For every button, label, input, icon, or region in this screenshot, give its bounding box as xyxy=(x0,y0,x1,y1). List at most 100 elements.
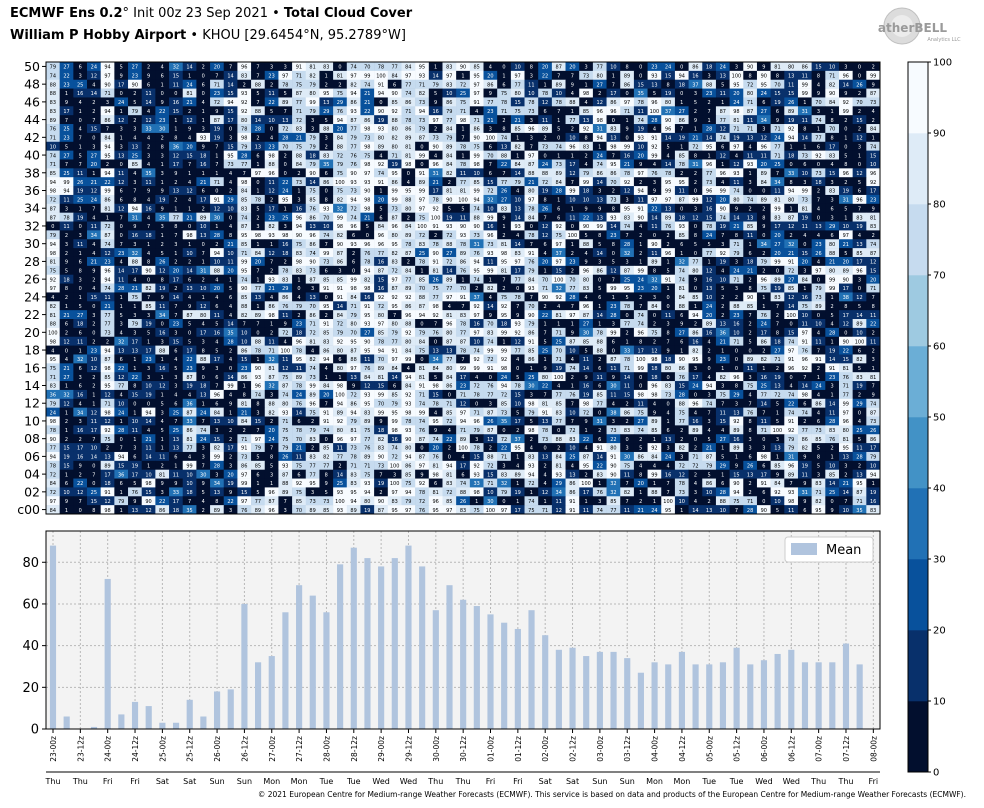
heatmap-cell-value: 86 xyxy=(350,100,356,106)
heatmap-cell-value: 1 xyxy=(612,74,615,80)
heatmap-cell-value: 11 xyxy=(583,357,589,363)
heatmap-cell-value: 74 xyxy=(350,215,356,221)
heatmap-cell-value: 77 xyxy=(720,118,726,124)
heatmap-cell-value: 13 xyxy=(446,348,452,354)
heatmap-cell-value: 4 xyxy=(229,224,232,230)
heatmap-cell-value: 74 xyxy=(50,74,56,80)
heatmap-cell-value: 1 xyxy=(721,366,724,372)
heatmap-cell-value: 7 xyxy=(202,251,205,257)
heatmap-cell-value: 2 xyxy=(666,233,669,239)
heatmap-cell-value: 72 xyxy=(501,393,507,399)
heatmap-cell-value: 0 xyxy=(858,65,861,71)
heatmap-cell xyxy=(825,62,840,72)
heatmap-cell-value: 3 xyxy=(817,109,820,115)
heatmap-cell-value: 2 xyxy=(188,109,191,115)
heatmap-cell xyxy=(756,70,771,81)
heatmap-cell xyxy=(128,79,143,89)
heatmap-cell-value: 11 xyxy=(118,277,124,283)
heatmap-cell-value: 85 xyxy=(528,348,534,354)
heatmap-cell-value: 87 xyxy=(214,118,220,124)
heatmap-cell-value: 2 xyxy=(65,233,68,239)
heatmap-cell-value: 87 xyxy=(186,375,192,381)
heatmap-cell-value: 99 xyxy=(870,74,876,80)
heatmap-cell-value: 10 xyxy=(515,65,521,71)
heatmap-cell-value: 8 xyxy=(543,198,546,204)
heatmap-cell-value: 88 xyxy=(214,268,220,274)
heatmap-cell-value: 73 xyxy=(802,198,808,204)
heatmap-cell-value: 28 xyxy=(241,153,247,159)
heatmap-cell-value: 7 xyxy=(215,144,218,150)
heatmap-cell xyxy=(237,62,252,72)
heatmap-cell-value: 70 xyxy=(323,215,329,221)
heatmap-cell-value: 86 xyxy=(323,348,329,354)
heatmap-cell-value: 82 xyxy=(446,171,452,177)
heatmap-cell-value: 25 xyxy=(528,375,534,381)
heatmap-cell xyxy=(155,70,170,81)
heatmap-cell-value: 3 xyxy=(530,393,533,399)
heatmap-cell-value: 17 xyxy=(186,348,192,354)
heatmap-cell-value: 72 xyxy=(104,224,110,230)
heatmap-cell-value: 7 xyxy=(393,313,396,319)
heatmap-cell-value: 72 xyxy=(350,206,356,212)
heatmap-cell-value: 24 xyxy=(50,410,56,416)
heatmap-cell-value: 5 xyxy=(379,206,382,212)
heatmap-cell-value: 5 xyxy=(174,366,177,372)
heatmap-cell-value: 1 xyxy=(844,215,847,221)
heatmap-cell-value: 0 xyxy=(858,162,861,168)
heatmap-cell-value: 1 xyxy=(571,322,574,328)
heatmap-cell-value: 75 xyxy=(364,153,370,159)
heatmap-cell xyxy=(551,62,566,72)
heatmap-cell-value: 1 xyxy=(762,304,765,310)
heatmap-cell-value: 2 xyxy=(694,180,697,186)
heatmap-cell-value: 7 xyxy=(872,295,875,301)
heatmap-cell-value: 12 xyxy=(542,100,548,106)
heatmap-cell-value: 74 xyxy=(473,348,479,354)
heatmap-cell-value: 7 xyxy=(325,242,328,248)
heatmap-cell-value: 92 xyxy=(473,304,479,310)
heatmap-cell-value: 12 xyxy=(569,171,575,177)
heatmap-cell-value: 81 xyxy=(405,153,411,159)
heatmap-cell xyxy=(866,62,881,72)
heatmap-cell-value: 74 xyxy=(282,393,288,399)
heatmap-cell-value: 12 xyxy=(104,393,110,399)
heatmap-cell-value: 8 xyxy=(325,198,328,204)
heatmap-cell xyxy=(797,62,812,72)
heatmap-cell-value: 97 xyxy=(638,171,644,177)
heatmap-cell-value: 29 xyxy=(829,224,835,230)
heatmap-cell-value: 24 xyxy=(815,384,821,390)
heatmap-cell-value: 0 xyxy=(174,91,177,97)
heatmap-cell-value: 7 xyxy=(325,401,328,407)
heatmap-cell-value: 19 xyxy=(774,100,780,106)
heatmap-cell-value: 93 xyxy=(610,215,616,221)
heatmap-cell-value: 87 xyxy=(50,206,56,212)
heatmap-cell-value: 2 xyxy=(680,171,683,177)
heatmap-cell-value: 18 xyxy=(665,357,671,363)
heatmap-cell-value: 96 xyxy=(255,384,261,390)
heatmap-cell-value: 99 xyxy=(487,348,493,354)
heatmap-cell-value: 33 xyxy=(186,419,192,425)
heatmap-cell-value: 19 xyxy=(733,136,739,142)
heatmap-cell-value: 3 xyxy=(530,74,533,80)
heatmap-cell xyxy=(210,70,225,81)
heatmap-panel: 79 27 6 24 94 5 27 2 4 32 14 2 20 7 96 7 3 3 91 81 83 0 74 70 78… xyxy=(45,61,881,515)
heatmap-cell-value: 3 xyxy=(297,198,300,204)
heatmap-cell xyxy=(46,70,60,81)
heatmap-cell-value: 87 xyxy=(583,313,589,319)
heatmap-cell-value: 77 xyxy=(460,180,466,186)
heatmap-cell-value: 78 xyxy=(378,339,384,345)
heatmap-cell-value: 4 xyxy=(65,357,68,363)
heatmap-cell-value: 74 xyxy=(720,215,726,221)
heatmap-cell-value: 99 xyxy=(802,91,808,97)
heatmap-cell-value: 71 xyxy=(733,127,739,133)
heatmap-cell-value: 83 xyxy=(460,313,466,319)
heatmap-cell-value: 94 xyxy=(501,384,507,390)
heatmap-cell-value: 4 xyxy=(708,375,711,381)
heatmap-cell-value: 11 xyxy=(159,304,165,310)
heatmap-cell-value: 19 xyxy=(774,286,780,292)
heatmap-cell-value: 16 xyxy=(77,91,83,97)
heatmap-cell-value: 11 xyxy=(774,189,780,195)
heatmap-cell-value: 22 xyxy=(132,375,138,381)
heatmap-cell-value: 89 xyxy=(446,277,452,283)
heatmap-cell-value: 9 xyxy=(174,171,177,177)
heatmap-cell-value: 15 xyxy=(132,393,138,399)
